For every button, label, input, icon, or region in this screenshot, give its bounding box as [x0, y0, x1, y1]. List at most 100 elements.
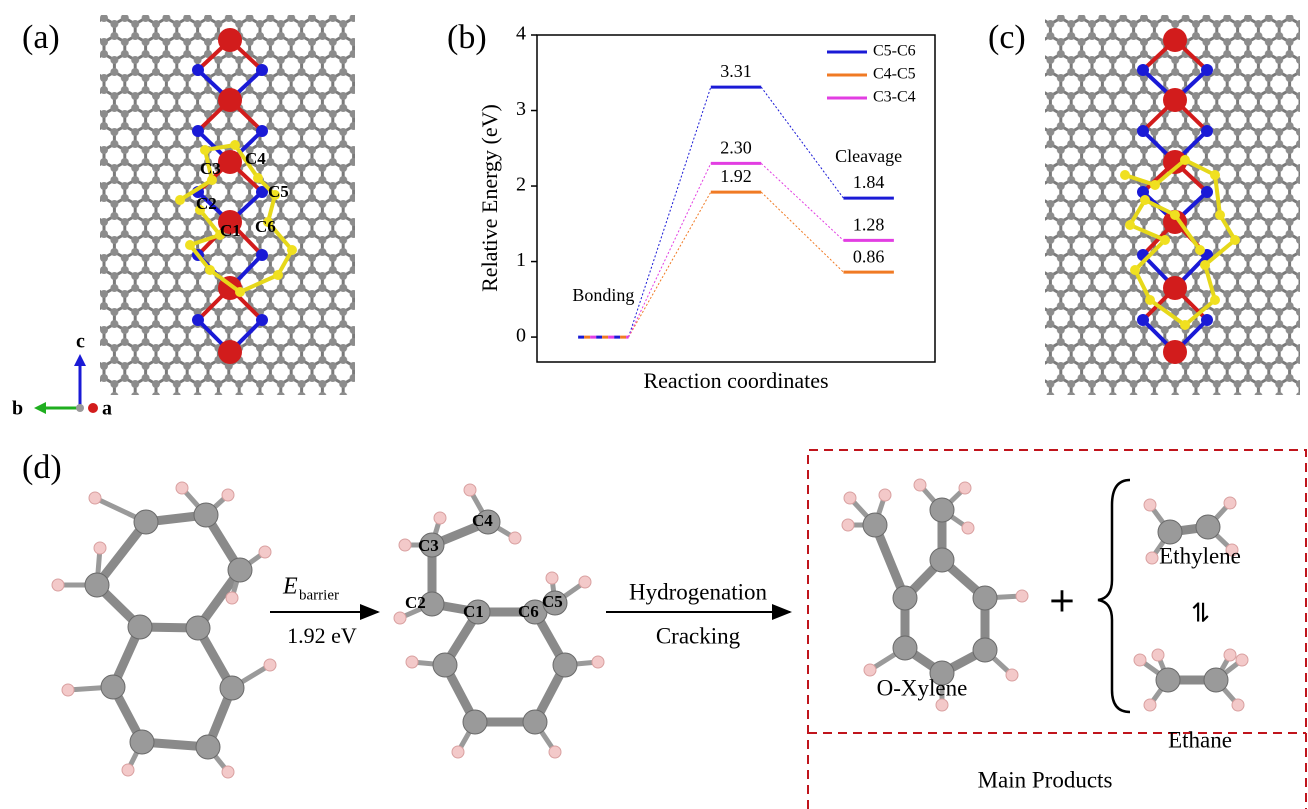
barrier-subscript: barrier	[299, 587, 339, 603]
y-axis-label: Relative Energy (eV)	[477, 104, 502, 292]
atom	[1180, 155, 1190, 165]
atom	[253, 173, 263, 183]
value-label: 3.31	[720, 61, 752, 81]
carbon	[220, 676, 244, 700]
hydrogen	[844, 492, 856, 504]
axis-label: a	[102, 398, 112, 420]
atom	[1150, 180, 1160, 190]
atom	[1201, 314, 1213, 326]
hydrogen	[176, 482, 188, 494]
hydrogen	[1152, 649, 1164, 661]
atom	[192, 64, 204, 76]
carbon	[1204, 668, 1228, 692]
origin	[76, 404, 84, 412]
chart: (b) Reaction coordinates Relative Energy…	[447, 19, 935, 393]
atom	[1145, 295, 1155, 305]
legend-label: C4-C5	[873, 66, 916, 83]
atom-label: C2	[405, 593, 426, 612]
reaction-step: Hydrogenation Cracking	[606, 579, 790, 648]
atom	[1130, 265, 1140, 275]
hydrogen	[959, 482, 971, 494]
hydrogen	[509, 532, 521, 544]
carbon	[1156, 668, 1180, 692]
hydrogen	[1016, 590, 1028, 602]
carbon	[433, 653, 457, 677]
hydrogen	[222, 766, 234, 778]
atom	[1163, 88, 1187, 112]
step-label: Cracking	[656, 623, 741, 648]
hydrogen	[1146, 552, 1158, 564]
hydrogen	[879, 489, 891, 501]
legend-label: C5-C6	[873, 43, 916, 60]
carbon	[134, 510, 158, 534]
atom	[1137, 125, 1149, 137]
atom	[218, 150, 242, 174]
atom	[1210, 295, 1220, 305]
category-label: Cleavage	[835, 146, 902, 166]
value-label: 0.86	[853, 246, 885, 266]
carbon	[1196, 515, 1220, 539]
atom	[192, 314, 204, 326]
axis-dot	[88, 403, 98, 413]
hydrogen	[546, 572, 558, 584]
atom	[256, 249, 268, 261]
brace	[1098, 480, 1130, 712]
hydrogen	[864, 664, 876, 676]
hydrogen	[1144, 499, 1156, 511]
atom	[235, 287, 245, 297]
hydrogen	[226, 592, 238, 604]
carbon	[863, 513, 887, 537]
carbon	[930, 548, 954, 572]
carbon	[85, 573, 109, 597]
hydrogen	[1232, 699, 1244, 711]
panel-label: (c)	[988, 19, 1026, 56]
hydrogen	[394, 612, 406, 624]
atom	[1125, 220, 1135, 230]
axis-indicator: a b c	[12, 331, 112, 420]
atom	[1137, 314, 1149, 326]
atom-label: C1	[220, 221, 241, 240]
value-label: 2.30	[720, 138, 752, 158]
atom	[287, 245, 297, 255]
carbon	[553, 653, 577, 677]
atom	[256, 125, 268, 137]
atom	[1180, 320, 1190, 330]
y-tick-label: 3	[516, 98, 526, 120]
value-label: 1.28	[853, 215, 885, 235]
carbon	[973, 586, 997, 610]
hydrogen	[936, 699, 948, 711]
y-tick-label: 2	[516, 174, 526, 196]
hydrogen	[1144, 699, 1156, 711]
category-label: Bonding	[572, 285, 634, 305]
hydrogen	[579, 576, 591, 588]
hydrogen	[962, 522, 974, 534]
atom	[273, 270, 283, 280]
axis-label: c	[76, 331, 85, 353]
carbon	[228, 558, 252, 582]
atom	[1120, 170, 1130, 180]
nanotube	[100, 15, 355, 395]
hydrogen	[52, 579, 64, 591]
atom	[256, 314, 268, 326]
y-tick-label: 4	[516, 23, 526, 45]
carbon	[130, 730, 154, 754]
atom	[1200, 260, 1210, 270]
hydrogen	[89, 492, 101, 504]
atom	[1201, 64, 1213, 76]
hydrogen	[464, 484, 476, 496]
product-name: O-Xylene	[877, 675, 968, 700]
atom	[218, 88, 242, 112]
atom	[1195, 245, 1205, 255]
reaction-step: E barrier 1.92 eV	[270, 574, 378, 649]
value-label: 1.92	[720, 166, 752, 186]
x-axis-label: Reaction coordinates	[643, 368, 828, 393]
atom	[1137, 64, 1149, 76]
hydrogen	[434, 512, 446, 524]
hydrogen	[1134, 654, 1146, 666]
figure: (a) C3 C4 C5 C2 C1 C6 a b c (c) (b) Reac…	[0, 0, 1308, 809]
carbon	[196, 735, 220, 759]
panel-label: (b)	[447, 19, 487, 56]
hydrogen	[62, 684, 74, 696]
product-name: Ethylene	[1159, 543, 1241, 568]
hydrogen	[452, 746, 464, 758]
